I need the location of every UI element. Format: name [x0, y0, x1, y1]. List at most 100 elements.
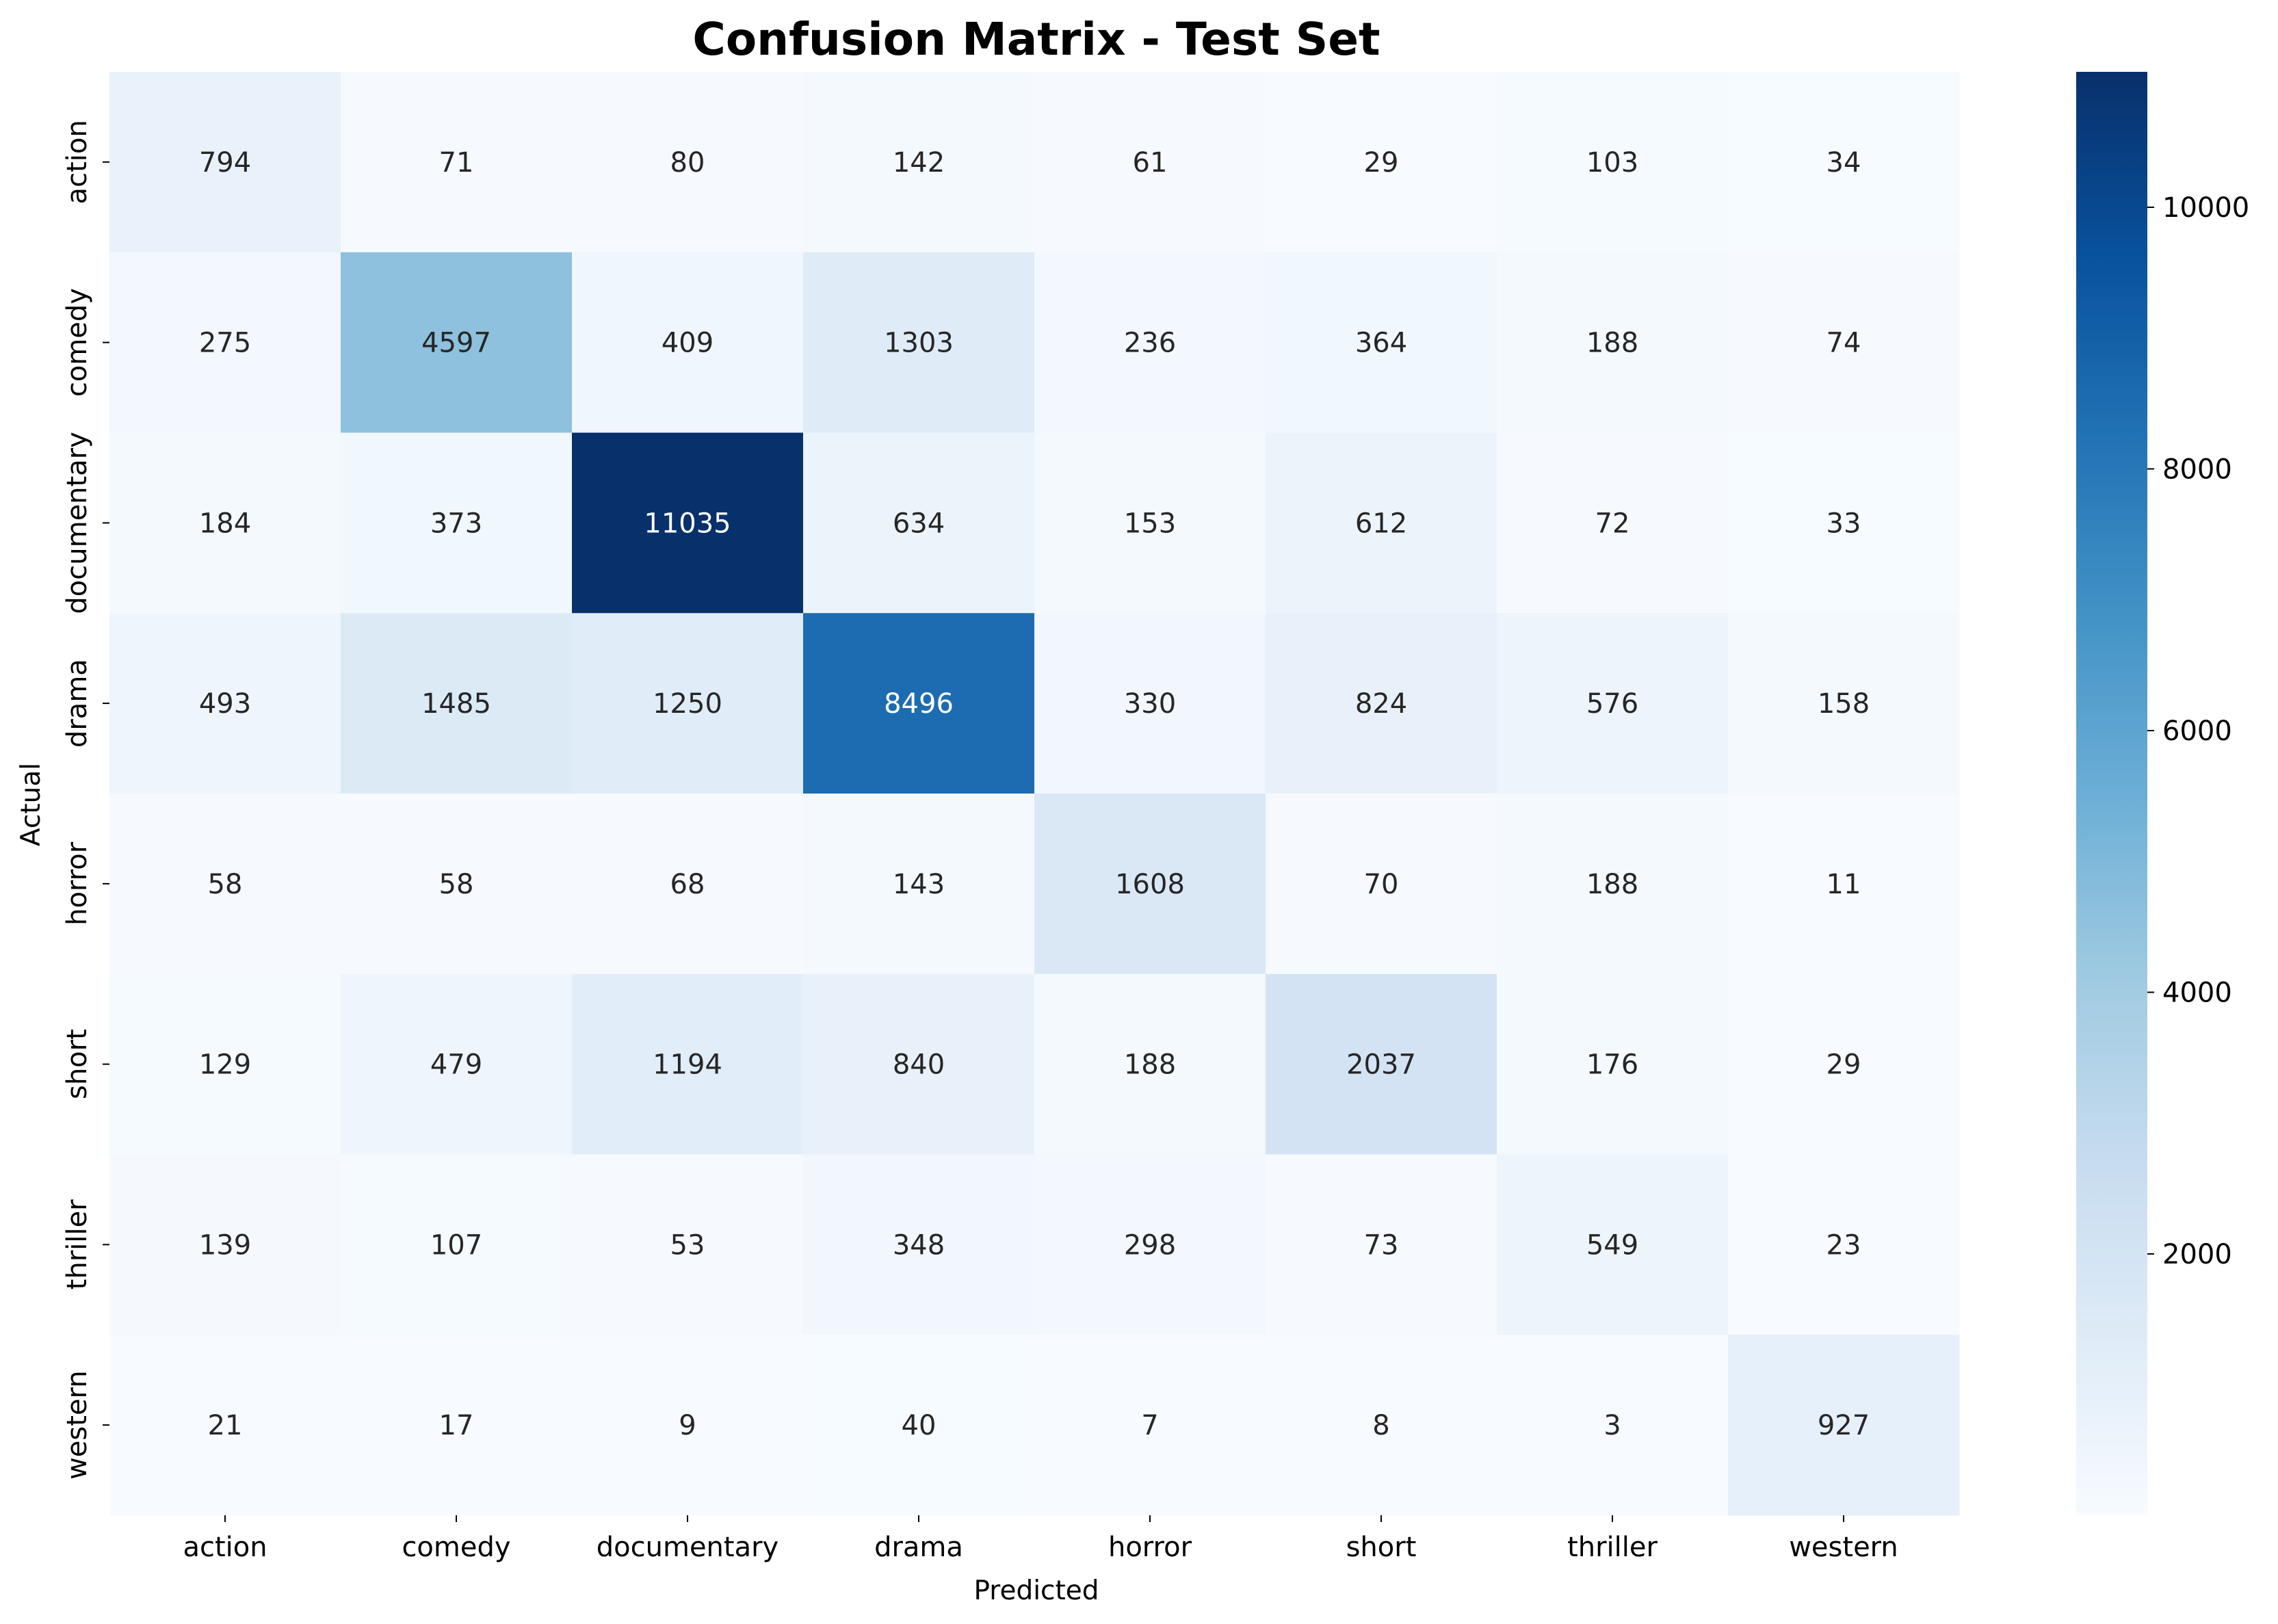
heatmap-cell-western-documentary — [572, 1335, 804, 1516]
cell-value-horror-western: 11 — [1827, 869, 1861, 900]
cell-value-documentary-horror: 153 — [1124, 508, 1176, 539]
heatmap-cell-documentary-documentary — [572, 432, 804, 614]
cell-value-western-horror: 7 — [1141, 1410, 1158, 1441]
cell-value-action-drama: 142 — [893, 147, 945, 179]
x-axis-ticks: action comedy documentary drama horror short t… — [183, 1515, 1898, 1563]
heatmap-cell-horror-western — [1728, 794, 1960, 975]
cell-value-horror-drama: 143 — [893, 869, 945, 900]
heatmap-cell-comedy-western — [1728, 252, 1960, 434]
heatmap-cell-action-horror — [1034, 72, 1266, 253]
cell-value-short-thriller: 176 — [1586, 1049, 1638, 1081]
cell-value-drama-comedy: 1485 — [421, 688, 491, 720]
cell-value-documentary-documentary: 11035 — [644, 508, 731, 539]
x-tick-label-short: short — [1346, 1532, 1417, 1563]
y-axis-ticks: action comedy documentary drama horror short t… — [62, 120, 109, 1480]
heatmap-cell-short-action — [109, 973, 341, 1155]
x-axis-label: Predicted — [973, 1575, 1099, 1606]
cell-value-thriller-western: 23 — [1827, 1229, 1861, 1261]
x-tick-label-documentary: documentary — [597, 1532, 778, 1563]
cell-value-documentary-short: 612 — [1355, 508, 1407, 539]
heatmap-cell-horror-action — [109, 794, 341, 975]
heatmap-cell-drama-action — [109, 613, 341, 794]
heatmap-cell-documentary-thriller — [1497, 432, 1729, 614]
y-tick-label-action: action — [62, 120, 93, 204]
x-tick-label-horror: horror — [1108, 1532, 1192, 1563]
cell-value-action-action: 794 — [199, 147, 251, 179]
heatmap-cell-western-thriller — [1497, 1335, 1729, 1516]
heatmap-cell-drama-horror — [1034, 613, 1266, 794]
cell-value-horror-documentary: 68 — [670, 869, 705, 900]
heatmap-cell-action-drama — [803, 72, 1035, 253]
cell-value-horror-short: 70 — [1364, 869, 1399, 900]
heatmap-cell-documentary-comedy — [341, 432, 573, 614]
y-tick-label-thriller: thriller — [62, 1199, 93, 1289]
heatmap-cell-documentary-drama — [803, 432, 1035, 614]
heatmap-cell-action-thriller — [1497, 72, 1729, 253]
cell-value-thriller-comedy: 107 — [430, 1229, 482, 1261]
cell-value-short-action: 129 — [199, 1049, 251, 1081]
y-tick-label-drama: drama — [62, 659, 93, 748]
heatmap-cell-horror-comedy — [341, 794, 573, 975]
heatmap-cell-comedy-action — [109, 252, 341, 434]
cell-value-western-drama: 40 — [902, 1410, 937, 1441]
x-tick-label-action: action — [183, 1532, 267, 1563]
colorbar-tick-label: 8000 — [2162, 454, 2232, 485]
heatmap-cell-western-short — [1266, 1335, 1497, 1516]
cell-value-short-western: 29 — [1827, 1049, 1861, 1081]
cell-value-western-thriller: 3 — [1603, 1410, 1621, 1441]
cell-value-western-documentary: 9 — [679, 1410, 696, 1441]
x-tick-label-western: western — [1789, 1532, 1898, 1563]
cell-value-drama-documentary: 1250 — [653, 688, 722, 720]
colorbar — [2076, 72, 2147, 1515]
heatmap-cell-thriller-comedy — [341, 1154, 573, 1335]
cell-value-thriller-drama: 348 — [893, 1229, 945, 1261]
heatmap-cell-short-horror — [1034, 973, 1266, 1155]
cell-value-western-western: 927 — [1818, 1410, 1870, 1441]
heatmap-cell-action-documentary — [572, 72, 804, 253]
heatmap-cell-thriller-documentary — [572, 1154, 804, 1335]
heatmap-cell-horror-horror — [1034, 794, 1266, 975]
cell-value-comedy-documentary: 409 — [662, 328, 713, 359]
cell-value-thriller-documentary: 53 — [670, 1229, 705, 1261]
cell-value-western-action: 21 — [208, 1410, 243, 1441]
cell-value-documentary-comedy: 373 — [430, 508, 482, 539]
colorbar-tick-label: 6000 — [2162, 716, 2232, 747]
cell-value-action-thriller: 103 — [1586, 147, 1638, 179]
cell-value-horror-comedy: 58 — [439, 869, 474, 900]
y-tick-label-western: western — [62, 1370, 93, 1480]
y-tick-label-comedy: comedy — [62, 288, 93, 397]
cell-value-thriller-horror: 298 — [1124, 1229, 1176, 1261]
heatmap-cell-comedy-comedy — [341, 252, 573, 434]
cell-value-short-short: 2037 — [1346, 1049, 1416, 1081]
colorbar-ticks: 2000 4000 6000 8000 10000 — [2147, 192, 2249, 1270]
heatmap-cell-action-western — [1728, 72, 1960, 253]
cell-value-drama-drama: 8496 — [884, 688, 954, 720]
heatmap-cell-short-comedy — [341, 973, 573, 1155]
cell-value-horror-horror: 1608 — [1115, 869, 1185, 900]
cell-value-short-documentary: 1194 — [653, 1049, 722, 1081]
cell-value-documentary-drama: 634 — [893, 508, 945, 539]
cell-value-comedy-action: 275 — [199, 328, 251, 359]
cell-value-horror-thriller: 188 — [1586, 869, 1638, 900]
heatmap-cell-drama-short — [1266, 613, 1497, 794]
heatmap-cell-western-comedy — [341, 1335, 573, 1516]
cell-value-documentary-thriller: 72 — [1595, 508, 1630, 539]
heatmap-cell-documentary-short — [1266, 432, 1497, 614]
heatmap-cell-thriller-western — [1728, 1154, 1960, 1335]
heatmap-cell-western-western — [1728, 1335, 1960, 1516]
cell-value-action-western: 34 — [1827, 147, 1861, 179]
cell-value-action-horror: 61 — [1133, 147, 1168, 179]
cell-value-thriller-short: 73 — [1364, 1229, 1399, 1261]
heatmap-cell-documentary-horror — [1034, 432, 1266, 614]
heatmap-cell-comedy-drama — [803, 252, 1035, 434]
x-tick-label-thriller: thriller — [1567, 1532, 1658, 1563]
cell-value-comedy-short: 364 — [1355, 328, 1407, 359]
heatmap-cell-comedy-thriller — [1497, 252, 1729, 434]
y-tick-label-documentary: documentary — [62, 432, 93, 614]
cell-value-western-short: 8 — [1372, 1410, 1389, 1441]
heatmap-cells — [109, 72, 1960, 1516]
heatmap-cell-thriller-horror — [1034, 1154, 1266, 1335]
x-tick-label-drama: drama — [874, 1532, 963, 1563]
heatmap-cell-thriller-short — [1266, 1154, 1497, 1335]
